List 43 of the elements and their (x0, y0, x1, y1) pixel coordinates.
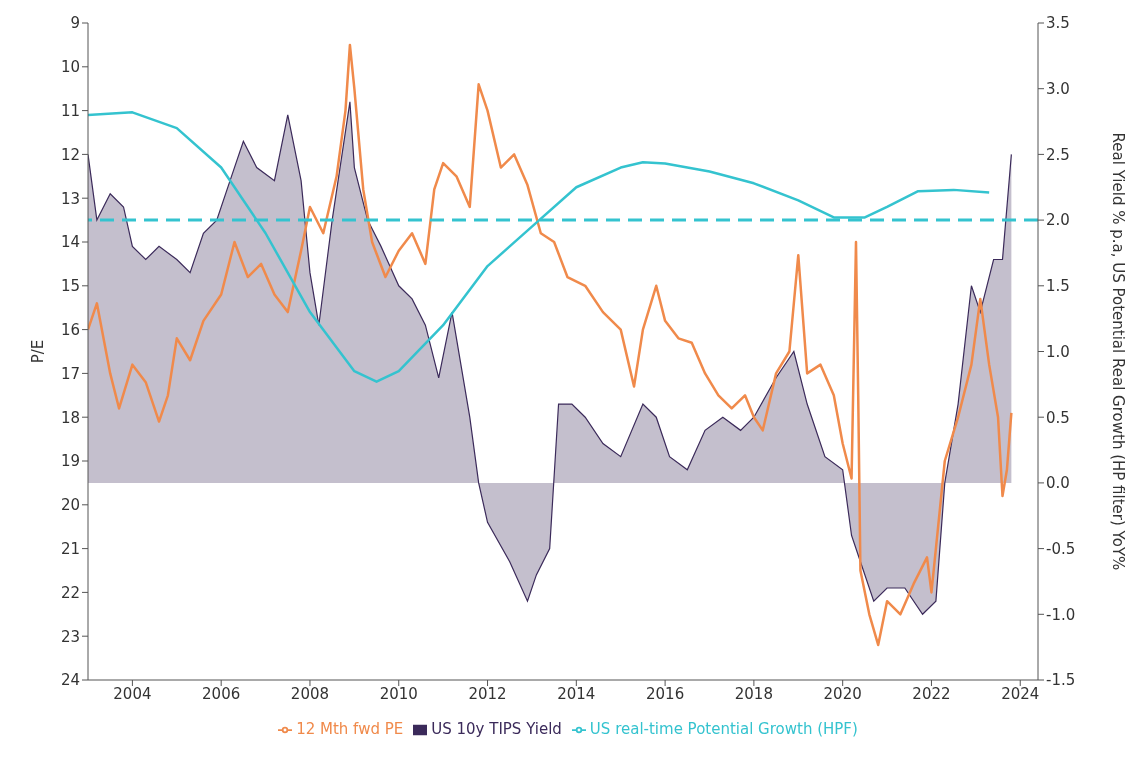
y2-tick-label: -0.5 (1046, 539, 1076, 558)
legend-label: 12 Mth fwd PE (296, 720, 404, 738)
y-tick-label: 9 (70, 14, 80, 33)
legend-label: US real-time Potential Growth (HPF) (589, 720, 858, 738)
y-tick-label: 13 (60, 189, 80, 208)
y-tick-label: 14 (60, 233, 80, 252)
x-tick-label: 2014 (557, 684, 596, 703)
y-tick-label: 11 (60, 101, 80, 120)
x-tick-label: 2022 (912, 684, 951, 703)
y2-tick-label: -1.5 (1046, 671, 1076, 690)
y2-tick-label: 2.5 (1046, 145, 1070, 164)
y-tick-label: 19 (60, 452, 80, 471)
x-tick-label: 2020 (823, 684, 862, 703)
x-tick-label: 2018 (734, 684, 773, 703)
y-tick-label: 22 (60, 583, 80, 602)
y2-tick-label: 1.5 (1046, 277, 1070, 296)
y-tick-label: 23 (60, 627, 80, 646)
y-tick-label: 20 (60, 496, 80, 515)
y2-tick-label: -1.0 (1046, 605, 1076, 624)
x-tick-label: 2004 (113, 684, 152, 703)
y2-axis-title: Real Yield % p.a, US Potential Real Growth (HP filter) YoY% (1108, 132, 1127, 571)
x-tick-label: 2016 (646, 684, 685, 703)
y2-tick-label: 0.0 (1046, 474, 1070, 493)
y-tick-label: 18 (60, 408, 80, 427)
x-tick-label: 2006 (202, 684, 241, 703)
y-tick-label: 17 (60, 364, 80, 383)
x-tick-label: 2024 (1001, 684, 1040, 703)
y-tick-label: 15 (60, 277, 80, 296)
y2-tick-label: 3.0 (1046, 80, 1070, 99)
y-axis-title: P/E (29, 339, 48, 364)
y2-tick-label: 3.5 (1046, 14, 1070, 33)
y-tick-label: 16 (60, 320, 80, 339)
y2-tick-label: 1.0 (1046, 342, 1070, 361)
x-tick-label: 2012 (468, 684, 507, 703)
x-tick-label: 2010 (379, 684, 418, 703)
y2-tick-label: 0.5 (1046, 408, 1070, 427)
y2-tick-label: 2.0 (1046, 211, 1070, 230)
y-tick-label: 10 (60, 58, 80, 77)
x-tick-label: 2008 (290, 684, 330, 703)
y-tick-label: 21 (60, 539, 80, 558)
y-tick-label: 24 (60, 671, 80, 690)
y-tick-label: 12 (60, 145, 80, 164)
legend-label: US 10y TIPS Yield (431, 720, 562, 738)
